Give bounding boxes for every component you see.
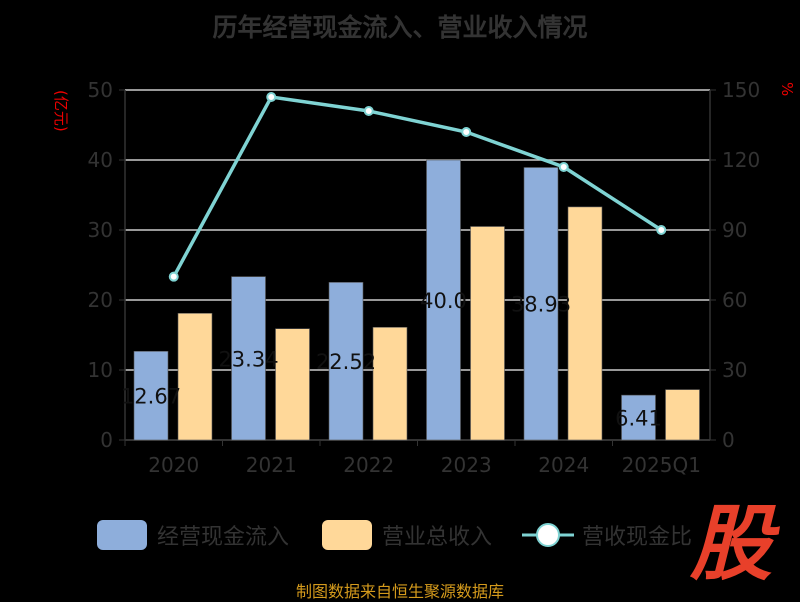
right-tick-label: 60 xyxy=(722,288,747,312)
cash-bar-label: 12.67 xyxy=(121,385,181,409)
chart-title: 历年经营现金流入、营业收入情况 xyxy=(212,13,588,42)
right-tick-label: 90 xyxy=(722,218,747,242)
legend-swatch-cash xyxy=(97,520,147,550)
legend-label: 营业总收入 xyxy=(382,525,493,550)
cash-bar-label: 23.34 xyxy=(218,347,278,371)
ratio-point xyxy=(363,106,374,116)
revenue-bar xyxy=(275,328,310,441)
cash-bar-label: 40.0 xyxy=(420,289,467,313)
left-tick-label: 30 xyxy=(88,218,113,242)
x-tick-label: 2023 xyxy=(441,453,492,477)
ratio-point xyxy=(266,92,277,102)
cash-bar xyxy=(133,351,169,441)
cash-bar xyxy=(621,394,656,441)
revenue-bar xyxy=(470,226,505,441)
cash-bar xyxy=(328,282,364,441)
left-tick-label: 50 xyxy=(88,78,113,102)
left-tick-label: 10 xyxy=(88,358,113,382)
ratio-point xyxy=(558,162,569,172)
right-tick-label: 120 xyxy=(722,148,760,172)
logo: 股 xyxy=(690,497,772,592)
x-tick-label: 2024 xyxy=(538,453,589,477)
legend-line-marker-icon xyxy=(522,523,574,547)
right-tick-label: 0 xyxy=(722,428,735,452)
cash-bar-label: 6.41 xyxy=(615,407,662,431)
legend-item-ratio[interactable]: 营收现金比 xyxy=(522,518,692,552)
ratio-point xyxy=(168,271,179,282)
legend-label: 经营现金流入 xyxy=(157,525,290,550)
ratio-point xyxy=(656,225,667,235)
source-note: 制图数据来自恒生聚源数据库 xyxy=(295,582,504,601)
left-tick-label: 20 xyxy=(88,288,113,312)
cash-bar xyxy=(231,276,266,441)
x-tick-label: 2021 xyxy=(246,453,297,477)
left-tick-label: 0 xyxy=(100,428,113,452)
cash-bar-label: 38.93 xyxy=(511,293,571,317)
x-tick-label: 2025Q1 xyxy=(622,453,701,477)
right-tick-label: 30 xyxy=(722,358,747,382)
ratio-point xyxy=(461,127,472,137)
legend-item-revenue[interactable]: 营业总收入 xyxy=(322,518,492,552)
cash-bar-label: 22.52 xyxy=(316,350,376,374)
cash-bar xyxy=(426,159,461,441)
right-tick-label: 150 xyxy=(722,78,760,102)
legend-item-cash[interactable]: 经营现金流入 xyxy=(97,518,289,552)
x-tick-label: 2022 xyxy=(343,453,394,477)
legend-label: 营收现金比 xyxy=(582,525,693,550)
left-tick-label: 40 xyxy=(88,148,113,172)
cash-bar xyxy=(523,167,559,441)
x-tick-label: 2020 xyxy=(148,453,199,477)
legend-swatch-revenue xyxy=(322,520,372,550)
ratio-line xyxy=(172,95,663,278)
revenue-bar xyxy=(665,389,700,441)
revenue-bar xyxy=(372,326,408,441)
revenue-bar xyxy=(567,206,603,441)
revenue-bar xyxy=(177,312,213,441)
